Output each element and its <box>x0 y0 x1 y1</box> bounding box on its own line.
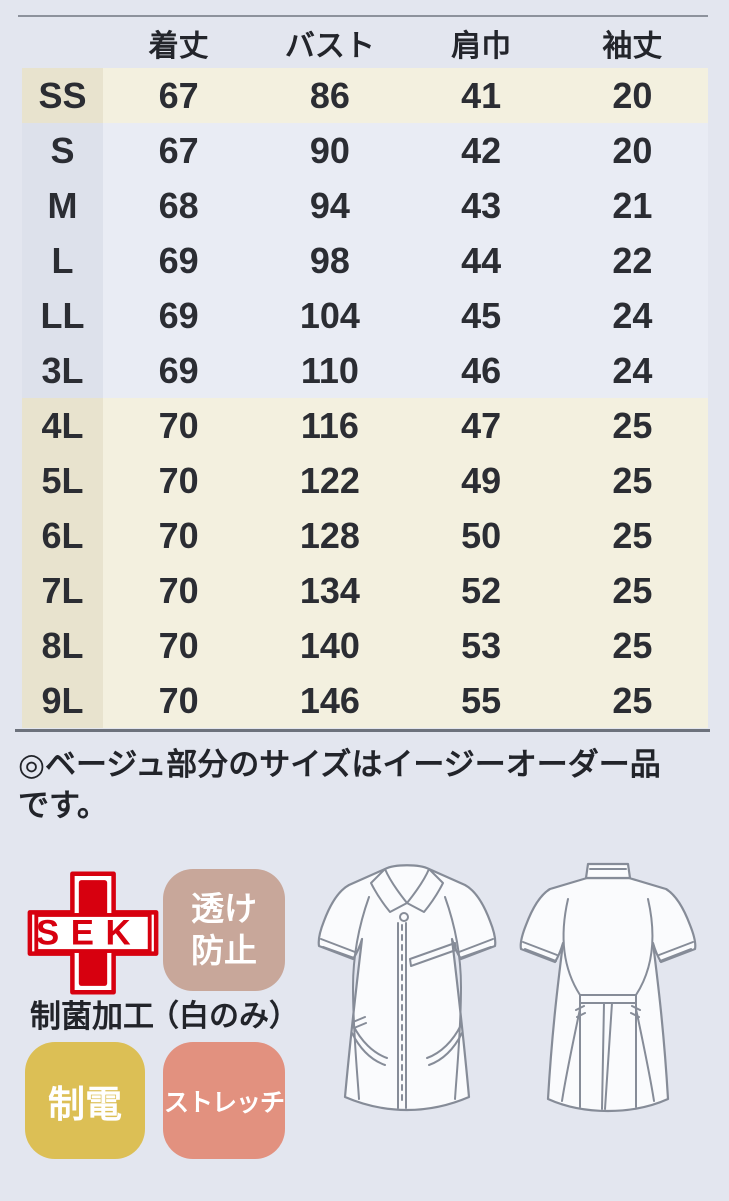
easy-order-note-line1: ◎ベージュ部分のサイズはイージーオーダー品 <box>18 747 661 782</box>
measurement-cell: 41 <box>405 68 557 123</box>
measurement-cell: 21 <box>556 178 708 233</box>
measurement-cell: 67 <box>103 68 255 123</box>
measurement-cell: 69 <box>103 288 255 343</box>
measurement-cell: 69 <box>103 343 255 398</box>
measurement-cell: 140 <box>254 618 406 673</box>
measurement-cell: 50 <box>405 508 557 563</box>
table-row: 8L 70 140 53 25 <box>22 618 708 673</box>
size-cell: L <box>22 233 103 288</box>
table-row: 5L 70 122 49 25 <box>22 453 708 508</box>
measurement-cell: 25 <box>556 398 708 453</box>
measurement-cell: 53 <box>405 618 557 673</box>
size-cell: 7L <box>22 563 103 618</box>
size-cell: 6L <box>22 508 103 563</box>
table-row: S 67 90 42 20 <box>22 123 708 178</box>
measurement-cell: 69 <box>103 233 255 288</box>
measurement-cell: 43 <box>405 178 557 233</box>
measurement-cell: 68 <box>103 178 255 233</box>
stretch-badge: ストレッチ <box>163 1042 285 1159</box>
antistatic-label: 制電 <box>48 1083 122 1125</box>
garment-front-illustration <box>309 859 505 1120</box>
measurement-cell: 45 <box>405 288 557 343</box>
measurement-cell: 25 <box>556 453 708 508</box>
column-header-length: 着丈 <box>148 30 209 63</box>
antibacterial-label: 制菌加工 <box>30 999 154 1034</box>
top-divider <box>18 15 708 17</box>
antistatic-badge: 制電 <box>25 1042 145 1159</box>
size-cell: 4L <box>22 398 103 453</box>
table-row: 3L 69 110 46 24 <box>22 343 708 398</box>
size-cell: 5L <box>22 453 103 508</box>
measurement-cell: 98 <box>254 233 406 288</box>
measurement-cell: 67 <box>103 123 255 178</box>
measurement-cell: 94 <box>254 178 406 233</box>
size-chart-table: SS 67 86 41 20 S 67 90 42 20 M 68 94 43 … <box>22 68 708 728</box>
measurement-cell: 128 <box>254 508 406 563</box>
size-chart-header: 着丈 バスト 肩巾 袖丈 <box>22 18 708 68</box>
sek-cross-icon: SEK <box>27 871 159 995</box>
measurement-cell: 70 <box>103 563 255 618</box>
measurement-cell: 116 <box>254 398 406 453</box>
sheer-proof-line1: 透け <box>191 889 257 927</box>
measurement-cell: 49 <box>405 453 557 508</box>
bottom-divider <box>15 729 710 732</box>
size-cell: 3L <box>22 343 103 398</box>
garment-back-drawing-icon <box>519 862 697 1113</box>
table-row: 9L 70 146 55 25 <box>22 673 708 728</box>
measurement-cell: 52 <box>405 563 557 618</box>
measurement-cell: 25 <box>556 508 708 563</box>
column-header-shoulder: 肩巾 <box>451 30 512 63</box>
table-row: M 68 94 43 21 <box>22 178 708 233</box>
size-cell: M <box>22 178 103 233</box>
column-header-sleeve: 袖丈 <box>602 30 663 63</box>
measurement-cell: 122 <box>254 453 406 508</box>
measurement-cell: 42 <box>405 123 557 178</box>
measurement-cell: 46 <box>405 343 557 398</box>
measurement-cell: 55 <box>405 673 557 728</box>
measurement-cell: 24 <box>556 343 708 398</box>
table-row: L 69 98 44 22 <box>22 233 708 288</box>
easy-order-note-line2: です。 <box>18 788 108 824</box>
table-row: SS 67 86 41 20 <box>22 68 708 123</box>
size-cell: S <box>22 123 103 178</box>
sheer-proof-badge: 透け 防止 <box>163 869 285 991</box>
measurement-cell: 20 <box>556 68 708 123</box>
size-cell: SS <box>22 68 103 123</box>
measurement-cell: 70 <box>103 618 255 673</box>
measurement-cell: 70 <box>103 453 255 508</box>
size-cell: 9L <box>22 673 103 728</box>
garment-front-drawing-icon <box>317 864 497 1112</box>
measurement-cell: 25 <box>556 673 708 728</box>
table-row: 6L 70 128 50 25 <box>22 508 708 563</box>
measurement-cell: 90 <box>254 123 406 178</box>
measurement-cell: 134 <box>254 563 406 618</box>
measurement-cell: 44 <box>405 233 557 288</box>
table-row: 7L 70 134 52 25 <box>22 563 708 618</box>
measurement-cell: 47 <box>405 398 557 453</box>
white-only-label: （白のみ） <box>149 1000 299 1033</box>
measurement-cell: 70 <box>103 508 255 563</box>
column-header-bust: バスト <box>284 30 375 63</box>
measurement-cell: 25 <box>556 618 708 673</box>
sheer-proof-line2: 防止 <box>191 932 257 969</box>
size-cell: LL <box>22 288 103 343</box>
measurement-cell: 22 <box>556 233 708 288</box>
measurement-cell: 70 <box>103 398 255 453</box>
measurement-cell: 20 <box>556 123 708 178</box>
table-row: LL 69 104 45 24 <box>22 288 708 343</box>
garment-back-illustration <box>508 859 708 1120</box>
measurement-cell: 146 <box>254 673 406 728</box>
measurement-cell: 86 <box>254 68 406 123</box>
easy-order-note: ◎ベージュ部分のサイズはイージーオーダー品 です。 <box>18 744 722 826</box>
measurement-cell: 110 <box>254 343 406 398</box>
size-cell: 8L <box>22 618 103 673</box>
stretch-label: ストレッチ <box>163 1088 285 1117</box>
measurement-cell: 70 <box>103 673 255 728</box>
measurement-cell: 24 <box>556 288 708 343</box>
sek-mark-badge: SEK <box>26 869 160 997</box>
measurement-cell: 104 <box>254 288 406 343</box>
measurement-cell: 25 <box>556 563 708 618</box>
svg-text:SEK: SEK <box>36 915 142 953</box>
table-row: 4L 70 116 47 25 <box>22 398 708 453</box>
